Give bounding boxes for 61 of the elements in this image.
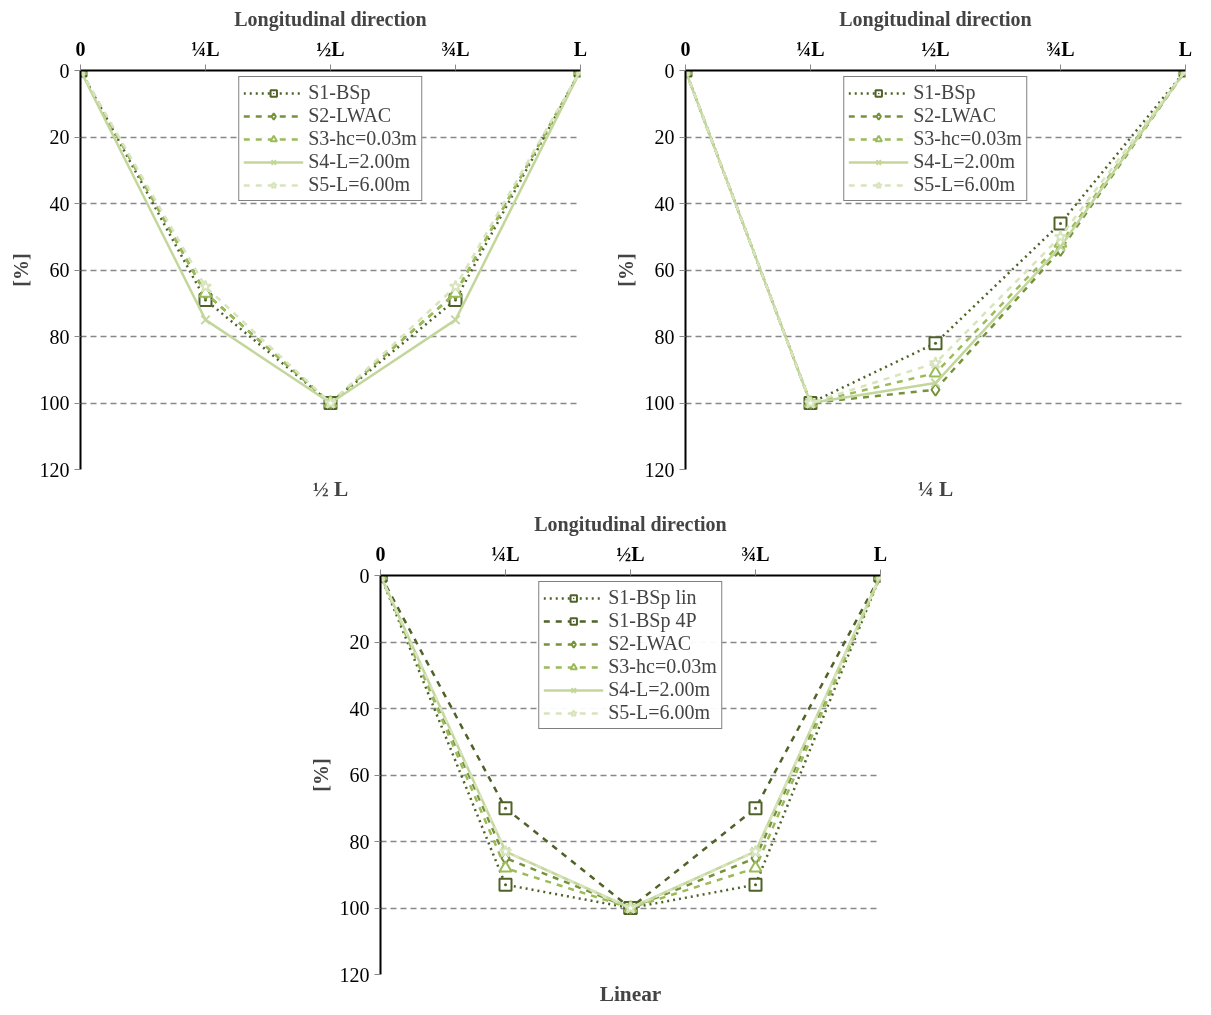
legend-label: S1-BSp lin <box>608 586 697 609</box>
x-tick-label: ¼L <box>491 542 520 565</box>
x-tick-label: ¾L <box>441 37 470 60</box>
x-tick-label: L <box>1178 37 1193 60</box>
y-tick-label: 40 <box>349 697 370 720</box>
y-axis-title: [%] <box>614 253 637 287</box>
y-tick-label: 100 <box>39 392 70 414</box>
x-tick-label: L <box>573 37 588 60</box>
x-tick-label: L <box>873 542 888 565</box>
y-tick-label: 60 <box>49 259 70 281</box>
legend-label: S4-L=2.00m <box>913 150 1016 173</box>
legend-label: S5-L=6.00m <box>308 173 411 196</box>
x-axis-title: ½ L <box>312 476 349 501</box>
legend-label: S1-BSp 4P <box>608 609 697 632</box>
x-tick-label: 0 <box>75 37 86 60</box>
y-tick-label: 120 <box>644 458 675 481</box>
x-tick-label: ¾L <box>741 542 770 565</box>
y-axis-title: [%] <box>309 758 332 792</box>
y-tick-label: 60 <box>654 259 675 281</box>
y-tick-label: 60 <box>349 764 370 786</box>
y-tick-label: 20 <box>349 631 370 653</box>
legend-label: S1-BSp <box>913 81 976 104</box>
y-tick-label: 20 <box>654 126 675 148</box>
legend-label: S2-LWAC <box>308 104 392 127</box>
x-tick-label: 0 <box>375 542 386 565</box>
x-axis-title: Linear <box>599 981 662 1006</box>
y-tick-label: 80 <box>654 325 675 348</box>
y-tick-label: 0 <box>359 564 370 587</box>
y-tick-label: 0 <box>664 59 675 82</box>
y-tick-label: 80 <box>349 830 370 853</box>
legend-label: S3-hc=0.03m <box>308 127 417 150</box>
legend-label: S4-L=2.00m <box>608 678 711 701</box>
x-tick-label: ¼L <box>796 37 825 60</box>
legend-label: S5-L=6.00m <box>913 173 1016 196</box>
legend-label: S5-L=6.00m <box>608 701 711 724</box>
chart-title: Longitudinal direction <box>839 7 1032 31</box>
y-tick-label: 0 <box>59 59 70 82</box>
x-tick-label: ¼L <box>191 37 220 60</box>
y-tick-label: 120 <box>39 458 70 481</box>
chart-title: Longitudinal direction <box>234 7 427 31</box>
y-axis-title: [%] <box>9 253 32 287</box>
y-tick-label: 100 <box>339 897 370 919</box>
y-tick-label: 80 <box>49 325 70 348</box>
x-tick-label: ½L <box>316 37 345 60</box>
x-tick-label: ½L <box>921 37 950 60</box>
legend-label: S2-LWAC <box>913 104 997 127</box>
x-tick-label: ½L <box>616 542 645 565</box>
legend-label: S3-hc=0.03m <box>913 127 1022 150</box>
legend-label: S4-L=2.00m <box>308 150 411 173</box>
legend-label: S1-BSp <box>308 81 371 104</box>
y-tick-label: 40 <box>49 192 70 215</box>
y-tick-label: 120 <box>339 963 370 986</box>
x-tick-label: 0 <box>680 37 691 60</box>
y-tick-label: 100 <box>644 392 675 414</box>
chart-title: Longitudinal direction <box>534 512 727 536</box>
x-tick-label: ¾L <box>1046 37 1075 60</box>
legend-label: S3-hc=0.03m <box>608 655 717 678</box>
y-tick-label: 40 <box>654 192 675 215</box>
x-axis-title: ¼ L <box>917 476 954 501</box>
legend-label: S2-LWAC <box>608 632 692 655</box>
y-tick-label: 20 <box>49 126 70 148</box>
